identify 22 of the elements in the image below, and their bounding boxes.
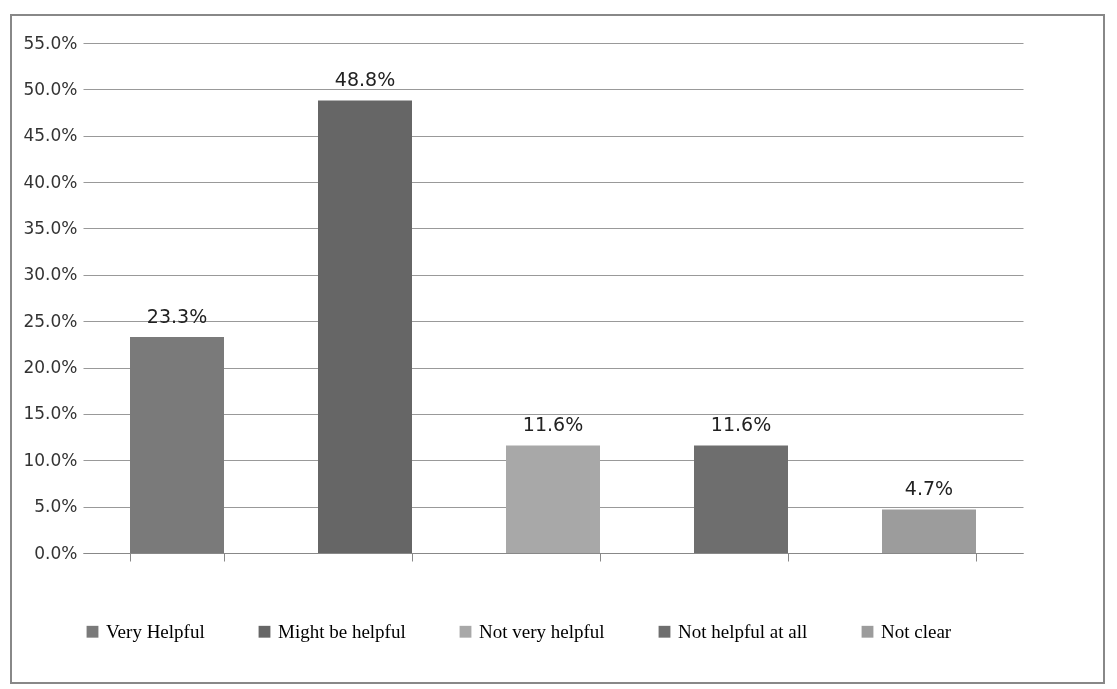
legend-label: Very Helpful [106, 620, 205, 642]
data-label: 11.6% [710, 413, 772, 436]
legend-label: Not clear [881, 620, 952, 642]
data-label: 48.8% [334, 68, 396, 91]
legend-label: Might be helpful [278, 620, 406, 642]
data-label: 23.3% [146, 304, 208, 327]
y-tick-label: 45.0% [23, 125, 78, 146]
y-tick-label: 50.0% [23, 78, 78, 99]
y-tick-label: 10.0% [23, 449, 78, 470]
legend-label: Not very helpful [479, 620, 605, 642]
data-label: 4.7% [904, 477, 954, 500]
y-tick-label: 25.0% [23, 310, 78, 331]
y-tick-label: 0.0% [34, 542, 78, 563]
y-tick-label: 5.0% [34, 496, 78, 517]
y-tick-label: 35.0% [23, 217, 78, 238]
y-tick-label: 40.0% [23, 171, 78, 192]
y-tick-label: 15.0% [23, 403, 78, 424]
data-label: 11.6% [522, 413, 584, 436]
legend-label: Not helpful at all [678, 620, 808, 642]
y-tick-label: 55.0% [23, 32, 78, 53]
y-tick-label: 20.0% [23, 357, 78, 378]
y-tick-label: 30.0% [23, 264, 78, 285]
